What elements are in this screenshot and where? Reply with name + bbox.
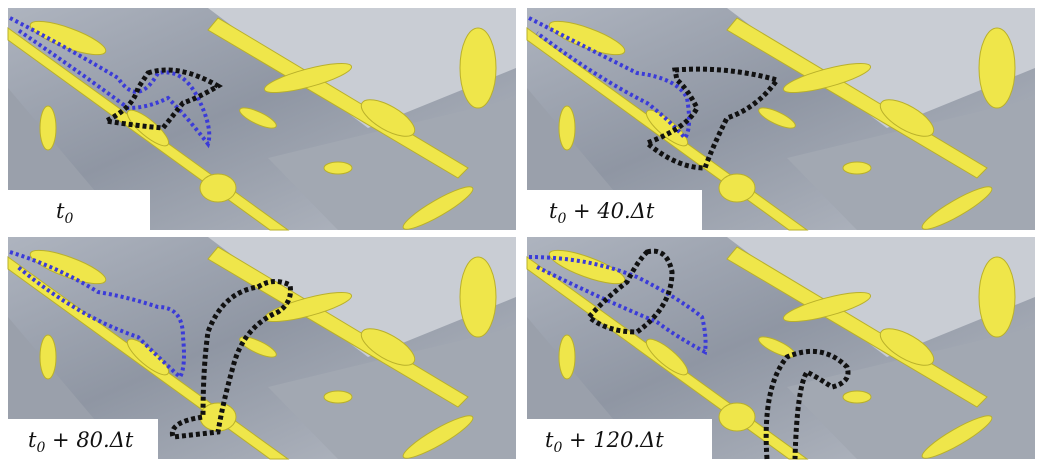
label-part: 0 <box>557 211 566 227</box>
panel-label: t0 + 120.Δt <box>545 428 664 456</box>
panel: t0 <box>8 8 516 235</box>
label-box <box>8 190 150 230</box>
panel: t0 + 80.Δt <box>8 237 516 461</box>
panel: t0 + 120.Δt <box>527 237 1035 461</box>
label-part: 0 <box>553 440 562 456</box>
figure: t0 t0 + 40.Δt t0 + 80.Δt t0 + 120.Δt <box>0 0 1041 461</box>
label-part: 0 <box>64 211 73 227</box>
label-part: + 120.Δt <box>562 428 664 452</box>
label-part: 0 <box>36 440 45 456</box>
panel: t0 + 40.Δt <box>527 8 1035 235</box>
label-part: + 40.Δt <box>566 199 655 223</box>
label-part: + 80.Δt <box>45 428 134 452</box>
